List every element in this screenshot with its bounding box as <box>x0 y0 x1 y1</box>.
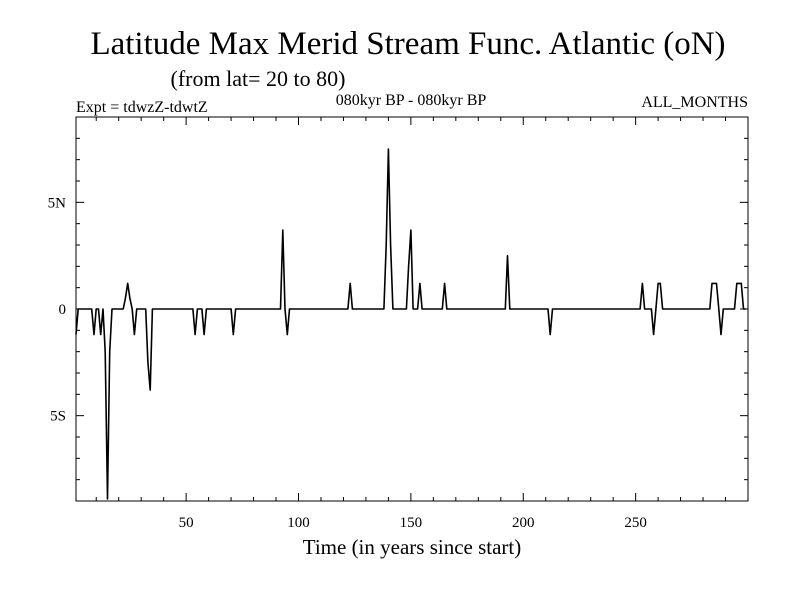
header-left: Expt = tdwzZ-tdwtZ <box>76 99 208 116</box>
x-tick-label: 200 <box>512 515 535 531</box>
header-right: ALL_MONTHS <box>641 94 748 111</box>
chart-subtitle: (from lat= 20 to 80) <box>171 66 346 91</box>
series-line <box>75 148 746 500</box>
x-tick-label: 150 <box>400 515 423 531</box>
y-tick-label: 5N <box>48 195 67 211</box>
chart-title: Latitude Max Merid Stream Func. Atlantic… <box>90 26 725 62</box>
x-tick-label: 50 <box>179 515 194 531</box>
x-tick-label: 100 <box>287 515 310 531</box>
x-axis-label: Time (in years since start) <box>303 535 522 559</box>
y-tick-label: 5S <box>50 409 66 425</box>
header-center: 080kyr BP - 080kyr BP <box>336 92 487 109</box>
y-tick-label: 0 <box>59 302 67 318</box>
y-axis-ticks: 5N 0 5S <box>48 137 748 481</box>
x-axis-ticks: 50 100 150 200 250 <box>95 117 727 531</box>
x-tick-label: 250 <box>624 515 647 531</box>
